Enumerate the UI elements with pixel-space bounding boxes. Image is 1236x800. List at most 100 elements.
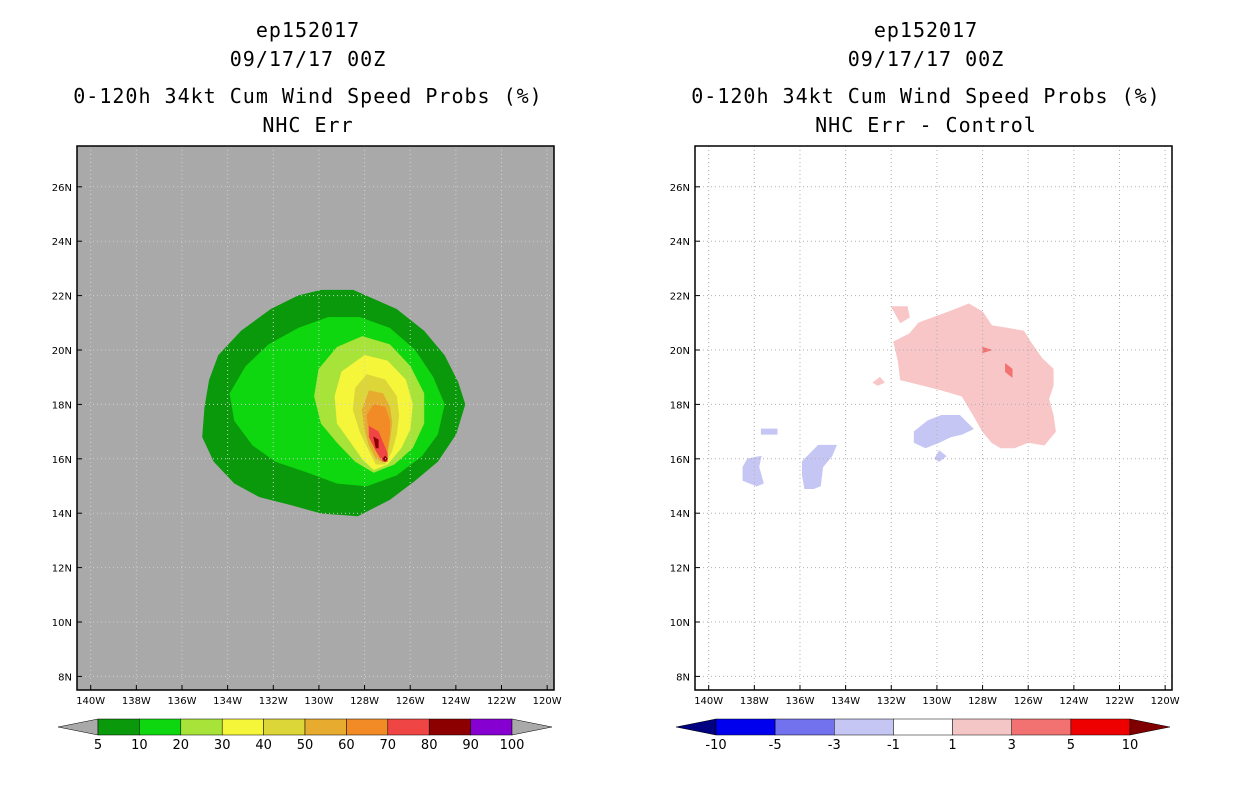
right-chart-subtitle: NHC Err - Control — [815, 113, 1037, 137]
colorbar-label: -5 — [769, 738, 782, 753]
y-tick-label: 20N — [670, 346, 690, 357]
x-tick-label: 122W — [1105, 696, 1134, 707]
y-tick-label: 12N — [52, 564, 72, 575]
x-tick-label: 132W — [259, 696, 288, 707]
left-chart-title: 0-120h 34kt Cum Wind Speed Probs (%) — [73, 84, 543, 108]
left-chart-subtitle: NHC Err — [262, 113, 354, 137]
y-tick-label: 18N — [670, 400, 690, 411]
contour-level-1 — [872, 376, 885, 386]
colorbar-label: 100 — [500, 738, 525, 753]
left-panel-title: ep152017 09/17/17 00Z 0-120h 34kt Cum Wi… — [60, 16, 556, 140]
colorbar-label: 30 — [214, 738, 231, 753]
colorbar-label: 50 — [297, 738, 314, 753]
y-tick-label: 26N — [670, 183, 690, 194]
colorbar-box — [834, 718, 894, 736]
colorbar-label: 5 — [94, 738, 102, 753]
colorbar-box — [1070, 718, 1131, 736]
colorbar-box — [180, 718, 223, 736]
colorbar-label: 1 — [948, 738, 956, 753]
colorbar-low-triangle — [57, 718, 99, 736]
x-tick-label: 126W — [396, 696, 425, 707]
y-tick-label: 24N — [52, 237, 72, 248]
y-tick-label: 14N — [670, 509, 690, 520]
colorbar-box — [346, 718, 389, 736]
contour-level-1 — [893, 303, 1056, 449]
colorbar-label: -3 — [828, 738, 841, 753]
contour-level-3 — [1005, 362, 1013, 378]
y-tick-label: 24N — [670, 237, 690, 248]
colorbar-low-triangle — [675, 718, 717, 736]
y-tick-label: 16N — [670, 455, 690, 466]
colorbar-high-triangle — [511, 718, 553, 736]
x-tick-label: 138W — [740, 696, 769, 707]
colorbar-box — [428, 718, 471, 736]
x-tick-label: 134W — [831, 696, 860, 707]
x-tick-label: 134W — [213, 696, 242, 707]
y-tick-label: 14N — [52, 509, 72, 520]
y-tick-label: 16N — [52, 455, 72, 466]
x-tick-label: 140W — [694, 696, 723, 707]
panel-right: 140W 138W 136W 134W 132W 130W 128W 126W 124W 122W… — [670, 145, 1180, 753]
colorbar-box — [1011, 718, 1072, 736]
colorbar-label: -1 — [887, 738, 900, 753]
colorbar-box — [304, 718, 347, 736]
right-datetime: 09/17/17 00Z — [847, 47, 1005, 71]
colorbar-label: 3 — [1008, 738, 1016, 753]
contour-level--1 — [934, 450, 947, 462]
x-tick-label: 140W — [76, 696, 105, 707]
contour-level-1 — [890, 306, 910, 324]
y-tick-label: 10N — [670, 618, 690, 629]
contour-level-80 — [373, 436, 379, 449]
plot-frame — [694, 145, 1173, 691]
colorbar-label: -10 — [705, 738, 726, 753]
x-tick-label: 120W — [533, 696, 562, 707]
colorbar-box — [97, 718, 140, 736]
contour-level--1 — [742, 455, 764, 487]
x-tick-label: 132W — [877, 696, 906, 707]
x-tick-label: 130W — [304, 696, 333, 707]
colorbar-label: 60 — [338, 738, 355, 753]
colorbar-box — [952, 718, 1012, 736]
x-tick-label: 120W — [1151, 696, 1180, 707]
y-tick-label: 18N — [52, 400, 72, 411]
x-tick-label: 128W — [968, 696, 997, 707]
colorbar-label: 5 — [1067, 738, 1075, 753]
colorbar-label: 10 — [1122, 738, 1139, 753]
x-tick-label: 130W — [922, 696, 951, 707]
y-tick-label: 20N — [52, 346, 72, 357]
colorbar-label: 90 — [462, 738, 479, 753]
y-tick-label: 12N — [670, 564, 690, 575]
left-datetime: 09/17/17 00Z — [229, 47, 387, 71]
colorbar-box — [774, 718, 835, 736]
y-tick-label: 22N — [52, 292, 72, 303]
x-tick-label: 122W — [487, 696, 516, 707]
contour-level--1 — [801, 444, 837, 490]
colorbar-label: 10 — [131, 738, 148, 753]
x-tick-label: 124W — [441, 696, 470, 707]
x-tick-label: 136W — [785, 696, 814, 707]
plot-background — [695, 146, 1172, 690]
y-tick-label: 26N — [52, 183, 72, 194]
colorbar-high-triangle — [1129, 718, 1171, 736]
colorbar-label: 80 — [421, 738, 438, 753]
colorbar: -10 -5 -3 -1 1 3 5 10 — [675, 718, 1171, 753]
colorbar-box — [263, 718, 306, 736]
y-tick-label: 8N — [676, 672, 690, 683]
right-panel-title: ep152017 09/17/17 00Z 0-120h 34kt Cum Wi… — [678, 16, 1174, 140]
x-tick-label: 128W — [350, 696, 379, 707]
colorbar-box — [139, 718, 182, 736]
x-tick-label: 124W — [1059, 696, 1088, 707]
colorbar-box — [221, 718, 264, 736]
colorbar-label: 70 — [380, 738, 397, 753]
x-tick-label: 126W — [1014, 696, 1043, 707]
colorbar-label: 20 — [173, 738, 190, 753]
x-tick-label: 136W — [167, 696, 196, 707]
right-chart-title: 0-120h 34kt Cum Wind Speed Probs (%) — [691, 84, 1161, 108]
plot-frame — [76, 145, 555, 691]
y-tick-label: 10N — [52, 618, 72, 629]
contour-level--1 — [760, 428, 778, 435]
x-tick-label: 138W — [122, 696, 151, 707]
colorbar: 5 10 20 30 40 50 60 70 80 90 100 — [57, 718, 553, 753]
colorbar-label: 40 — [255, 738, 272, 753]
